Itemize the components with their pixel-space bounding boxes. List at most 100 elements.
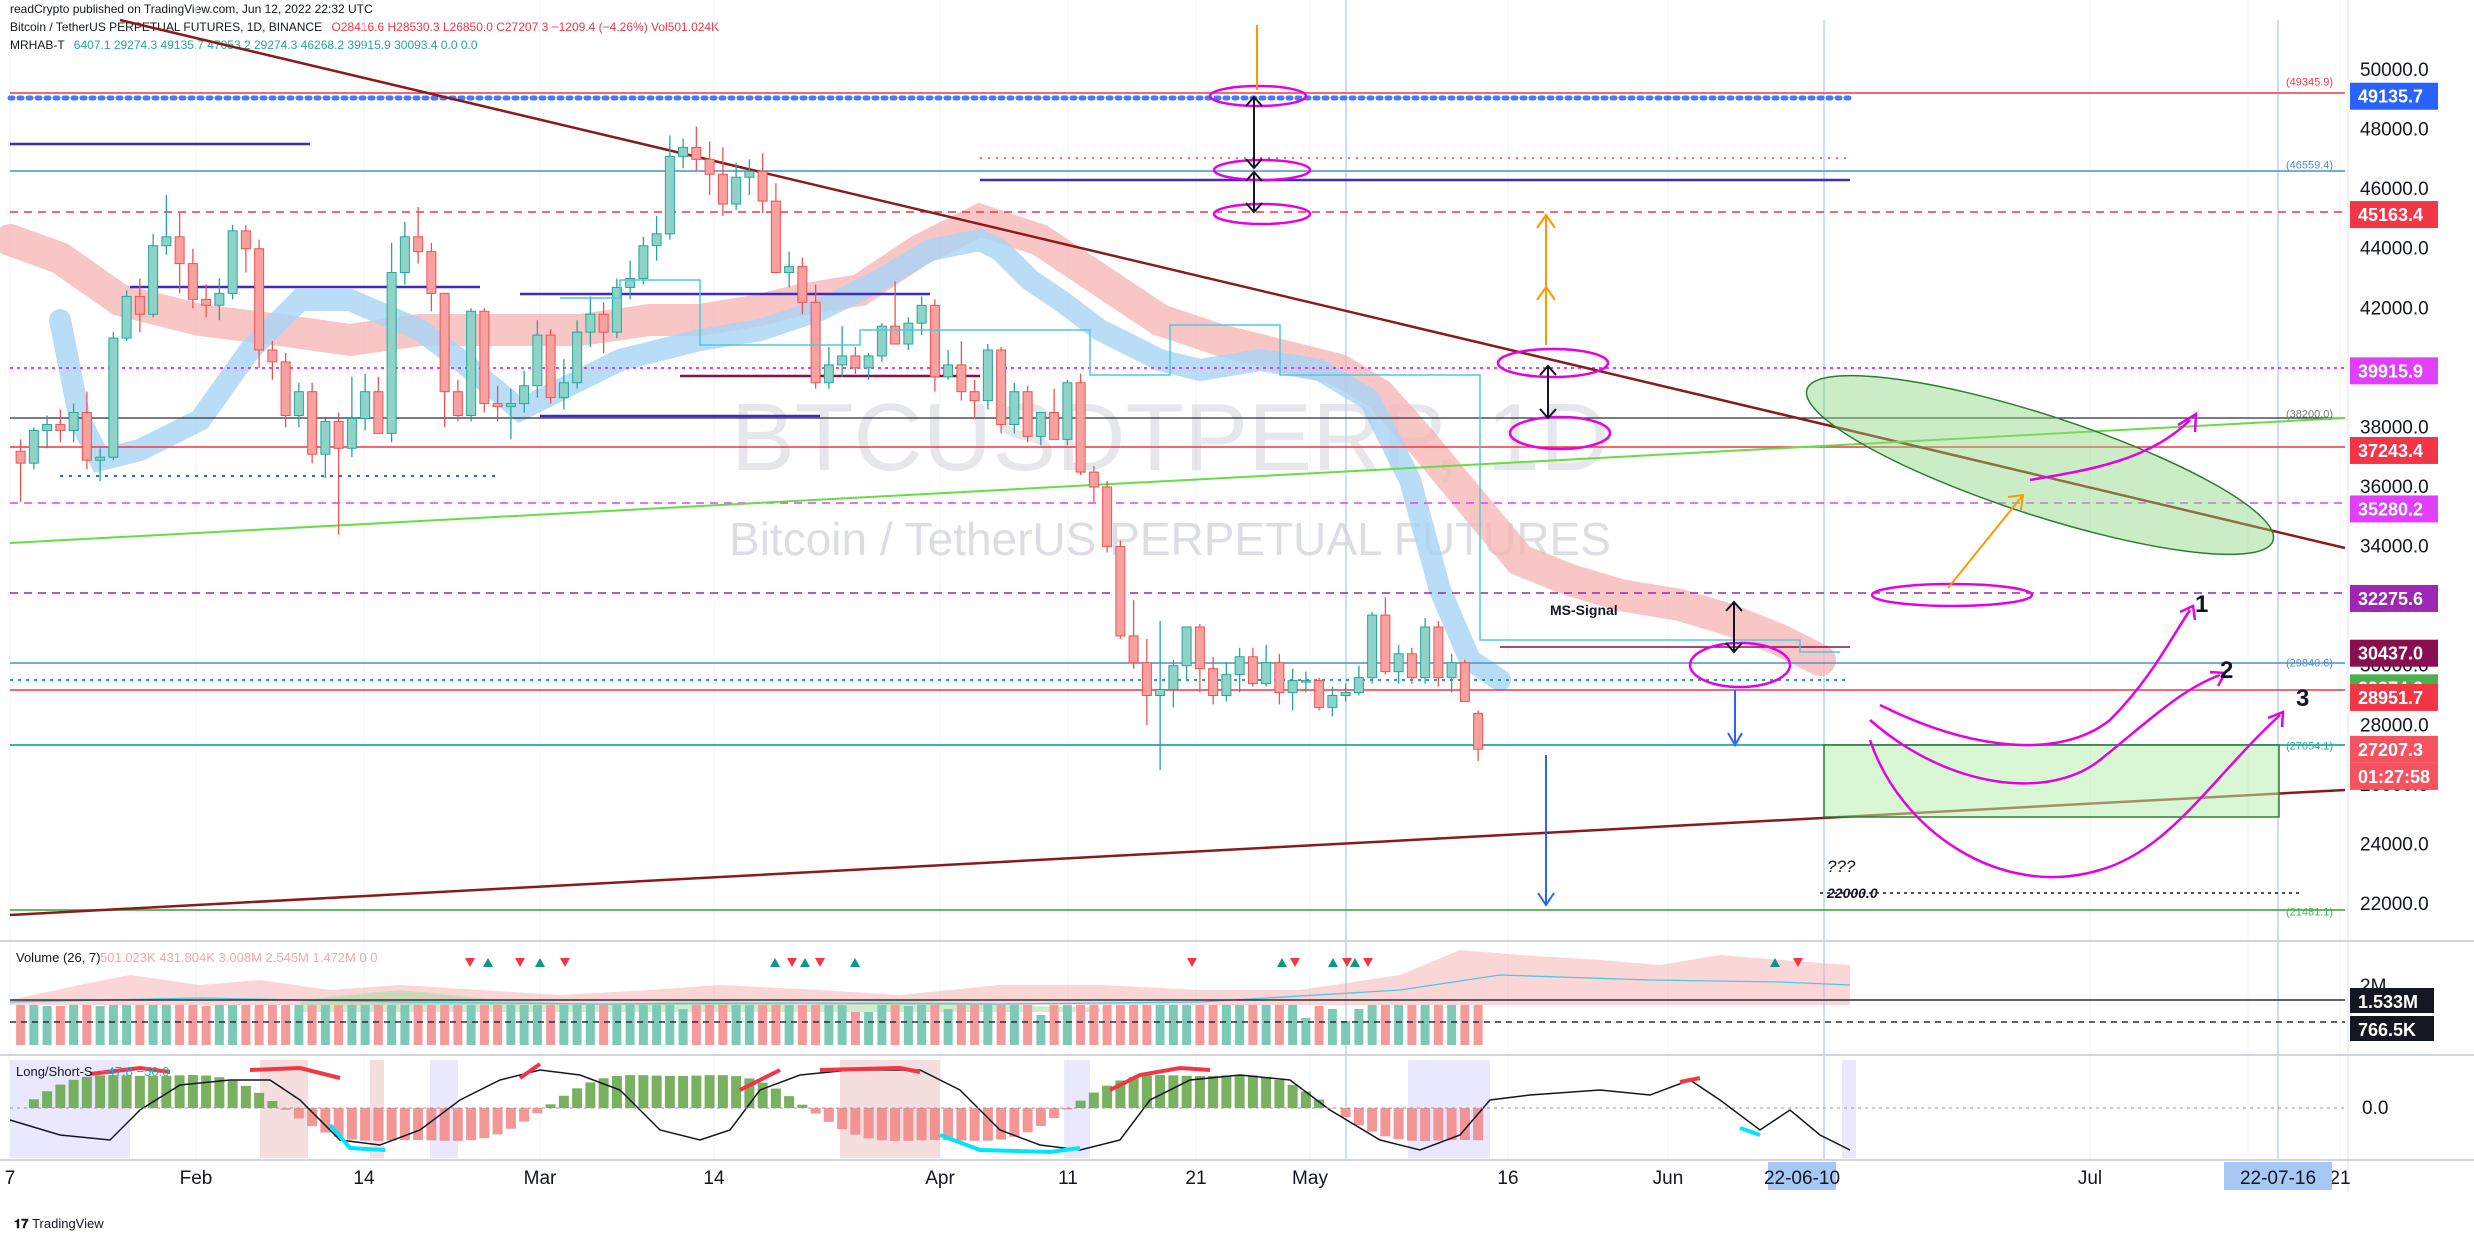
candle[interactable] <box>1340 683 1351 702</box>
candle[interactable] <box>1062 379 1073 446</box>
candle[interactable] <box>108 332 119 461</box>
candle[interactable] <box>81 391 92 470</box>
candle[interactable] <box>426 242 437 312</box>
candle[interactable] <box>691 126 702 172</box>
candle[interactable] <box>1088 466 1099 502</box>
candle[interactable] <box>638 236 649 285</box>
candle[interactable] <box>148 233 159 318</box>
candle[interactable] <box>1433 621 1444 687</box>
candle[interactable] <box>863 352 874 380</box>
candle[interactable] <box>161 195 172 255</box>
candle[interactable] <box>572 320 583 389</box>
target-zone-ellipse[interactable] <box>1792 342 2289 589</box>
candle[interactable] <box>770 183 781 274</box>
candle[interactable] <box>15 439 26 502</box>
candle[interactable] <box>280 352 291 428</box>
tradingview-logo[interactable]: 𝟏𝟕 TradingView <box>14 1216 104 1231</box>
candle[interactable] <box>1367 612 1378 684</box>
candle[interactable] <box>333 412 344 535</box>
candle[interactable] <box>1393 644 1404 684</box>
candle[interactable] <box>850 347 861 374</box>
candle[interactable] <box>28 427 39 470</box>
candle[interactable] <box>598 302 609 353</box>
candle[interactable] <box>717 147 728 216</box>
candle[interactable] <box>1473 710 1484 762</box>
candle[interactable] <box>492 385 503 422</box>
candle[interactable] <box>293 382 304 428</box>
candle[interactable] <box>837 326 848 377</box>
candle[interactable] <box>1261 644 1272 687</box>
candle[interactable] <box>1049 388 1060 440</box>
candle[interactable] <box>1287 668 1298 711</box>
candle[interactable] <box>1155 621 1166 770</box>
candle[interactable] <box>651 215 662 261</box>
candle[interactable] <box>611 278 622 339</box>
candle[interactable] <box>1075 373 1086 476</box>
candle[interactable] <box>307 382 318 464</box>
candle[interactable] <box>784 251 795 288</box>
candle[interactable] <box>413 207 424 264</box>
candle[interactable] <box>346 376 357 458</box>
candle[interactable] <box>452 379 463 422</box>
candle[interactable] <box>731 162 742 210</box>
candle[interactable] <box>121 290 132 342</box>
candle[interactable] <box>42 415 53 449</box>
candle[interactable] <box>1128 600 1139 669</box>
candle[interactable] <box>399 221 410 285</box>
candle[interactable] <box>267 341 278 380</box>
candle[interactable] <box>797 257 808 315</box>
candle[interactable] <box>704 141 715 196</box>
candle[interactable] <box>214 278 225 321</box>
candle[interactable] <box>174 212 185 294</box>
indicator-legend[interactable]: MRHAB-T 6407.1 29274.3 49135.7 47053.2 2… <box>10 38 478 52</box>
candle[interactable] <box>479 308 490 413</box>
candle[interactable] <box>320 418 331 479</box>
candle[interactable] <box>1446 653 1457 693</box>
candle[interactable] <box>1380 597 1391 675</box>
candle[interactable] <box>386 242 397 443</box>
time-axis[interactable]: 7Feb14Mar14Apr1121May16JunJul1121 <box>5 1168 2351 1189</box>
candle[interactable] <box>929 299 940 392</box>
candle[interactable] <box>1181 626 1192 681</box>
candle[interactable] <box>1247 647 1258 687</box>
candle[interactable] <box>1221 662 1232 702</box>
candle[interactable] <box>1115 540 1126 639</box>
candle[interactable] <box>439 292 450 428</box>
volume-title[interactable]: Volume (26, 7) <box>16 950 101 965</box>
candle[interactable] <box>823 347 834 389</box>
candle[interactable] <box>240 224 251 273</box>
candle[interactable] <box>1141 638 1152 726</box>
candle[interactable] <box>1420 618 1431 684</box>
candle[interactable] <box>466 308 477 422</box>
candle[interactable] <box>996 347 1007 434</box>
candle[interactable] <box>916 296 927 336</box>
descending-trendline[interactable] <box>119 18 2346 550</box>
candle[interactable] <box>1009 382 1020 434</box>
candle[interactable] <box>1274 653 1285 705</box>
candle[interactable] <box>982 344 993 410</box>
candle[interactable] <box>1234 647 1245 693</box>
candle[interactable] <box>678 138 689 169</box>
oscillator-title[interactable]: Long/Short-S <box>16 1064 93 1079</box>
candle[interactable] <box>1102 481 1113 553</box>
candle[interactable] <box>1406 647 1417 684</box>
candle[interactable] <box>757 153 768 213</box>
candle[interactable] <box>890 281 901 345</box>
candle[interactable] <box>201 284 212 318</box>
candle[interactable] <box>1168 659 1179 708</box>
candle[interactable] <box>373 376 384 434</box>
candle[interactable] <box>1194 624 1205 693</box>
candle[interactable] <box>519 370 530 413</box>
candle[interactable] <box>1327 686 1338 717</box>
candle[interactable] <box>187 248 198 309</box>
candle[interactable] <box>1208 656 1219 705</box>
candle[interactable] <box>585 296 596 348</box>
candle[interactable] <box>360 373 371 431</box>
candle[interactable] <box>558 358 569 410</box>
oscillator-pane[interactable]: 0.0 <box>9 1060 2388 1158</box>
candles[interactable] <box>15 126 1484 770</box>
candle[interactable] <box>744 159 755 196</box>
candle[interactable] <box>810 284 821 389</box>
candle[interactable] <box>505 388 516 440</box>
